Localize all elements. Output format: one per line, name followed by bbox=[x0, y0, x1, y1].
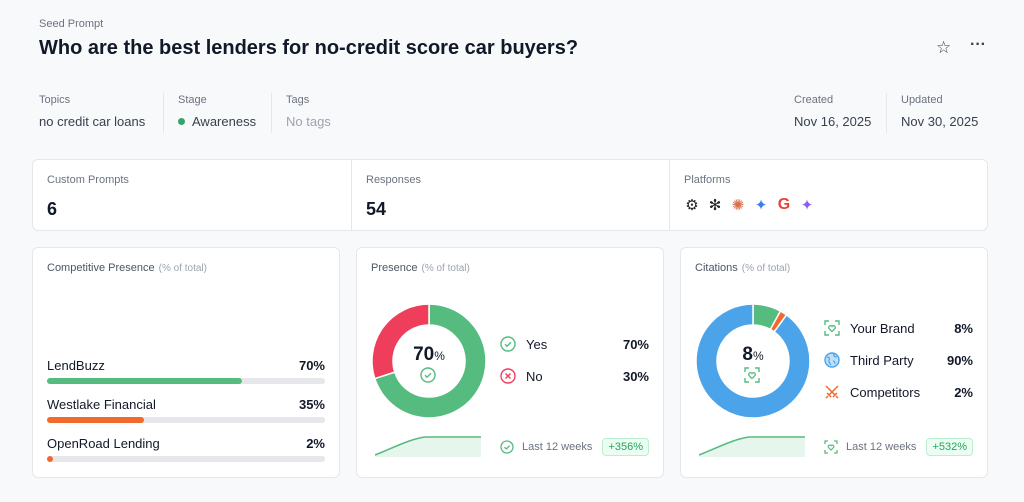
brand-heart-icon bbox=[744, 367, 760, 383]
updated-label: Updated bbox=[901, 94, 943, 106]
legend-your-brand-value: 8% bbox=[954, 321, 973, 336]
competitor-pct: 35% bbox=[298, 397, 325, 412]
period-label: Last 12 weeks bbox=[522, 441, 593, 453]
competitive-presence-card: Competitive Presence (% of total) LendBuz… bbox=[32, 247, 340, 478]
legend-third-party-value: 90% bbox=[946, 353, 973, 368]
divider bbox=[886, 93, 887, 133]
swords-icon bbox=[825, 385, 839, 399]
citations-card: Citations (% of total) 8% Your Brand 8% T… bbox=[680, 247, 988, 478]
card-subtitle: (% of total) bbox=[741, 263, 791, 274]
competitor-bar bbox=[47, 378, 325, 384]
check-circle-icon bbox=[500, 440, 514, 454]
presence-card: Presence (% of total) 70% Yes 70% No 30% … bbox=[356, 247, 664, 478]
donut-slice-no bbox=[371, 303, 430, 380]
card-subtitle: (% of total) bbox=[421, 263, 470, 274]
check-circle-icon bbox=[500, 336, 516, 352]
legend-yes: Yes bbox=[500, 335, 547, 353]
gemini-icon: ✦ bbox=[754, 197, 768, 214]
stage-dot bbox=[178, 118, 185, 125]
perplexity-icon: ✻ bbox=[708, 197, 722, 214]
sparkline-line bbox=[699, 436, 805, 456]
competitor-row: LendBuzz 70% bbox=[47, 358, 325, 384]
citations-donut bbox=[695, 303, 811, 419]
competitor-pct: 2% bbox=[306, 436, 325, 451]
legend-yes-value: 70% bbox=[622, 337, 649, 352]
globe-icon bbox=[824, 352, 840, 368]
page-title: Who are the best lenders for no-credit s… bbox=[39, 37, 579, 59]
updated-value: Nov 30, 2025 bbox=[901, 114, 979, 129]
google-icon: G bbox=[777, 196, 791, 213]
legend-third-party: Third Party bbox=[824, 351, 914, 369]
eyebrow: Seed Prompt bbox=[39, 18, 104, 30]
tags-value[interactable]: No tags bbox=[286, 114, 331, 129]
card-title: Citations bbox=[695, 262, 738, 274]
custom-prompts-value: 6 bbox=[47, 199, 58, 219]
created-value: Nov 16, 2025 bbox=[794, 114, 872, 129]
more-horizontal-icon[interactable]: ··· bbox=[970, 36, 986, 53]
platforms-label: Platforms bbox=[684, 174, 731, 186]
presence-sparkline bbox=[375, 436, 481, 457]
donut-slice-yes bbox=[373, 303, 487, 419]
legend-no-value: 30% bbox=[622, 369, 649, 384]
donut-slice-third-party bbox=[695, 303, 811, 419]
stage-value[interactable]: Awareness bbox=[192, 114, 257, 129]
tags-label: Tags bbox=[286, 94, 310, 106]
divider bbox=[271, 93, 272, 133]
change-badge: +356% bbox=[602, 438, 649, 456]
stats-card: Custom Prompts 6 Responses 54 Platforms … bbox=[32, 159, 988, 231]
card-subtitle: (% of total) bbox=[158, 263, 207, 274]
google-ai-icon: ✦ bbox=[800, 197, 814, 214]
divider bbox=[669, 160, 670, 230]
check-circle-icon bbox=[420, 367, 436, 383]
divider bbox=[351, 160, 352, 230]
custom-prompts-label: Custom Prompts bbox=[47, 174, 129, 186]
donut-center-value: 8 bbox=[742, 344, 753, 365]
competitor-name: LendBuzz bbox=[47, 358, 105, 373]
card-title: Competitive Presence bbox=[47, 262, 155, 274]
created-label: Created bbox=[794, 94, 834, 106]
competitor-bar-fill bbox=[47, 456, 53, 462]
competitor-bar bbox=[47, 456, 325, 462]
x-circle-icon bbox=[500, 368, 516, 384]
competitor-row: OpenRoad Lending 2% bbox=[47, 436, 325, 462]
competitor-bar-fill bbox=[47, 378, 242, 384]
responses-value: 54 bbox=[366, 199, 387, 219]
competitor-bar bbox=[47, 417, 325, 423]
citations-sparkline bbox=[699, 436, 805, 457]
competitor-name: Westlake Financial bbox=[47, 397, 156, 412]
star-icon[interactable]: ☆ bbox=[936, 38, 952, 57]
claude-icon: ✺ bbox=[731, 197, 745, 214]
brand-heart-icon bbox=[824, 440, 838, 454]
period-label: Last 12 weeks bbox=[846, 441, 917, 453]
topics-value[interactable]: no credit car loans bbox=[39, 114, 146, 129]
legend-no: No bbox=[500, 367, 543, 385]
responses-label: Responses bbox=[366, 174, 422, 186]
card-title: Presence bbox=[371, 262, 418, 274]
legend-your-brand: Your Brand bbox=[824, 319, 915, 337]
competitor-bar-fill bbox=[47, 417, 145, 423]
change-badge: +532% bbox=[926, 438, 973, 456]
legend-competitors-value: 2% bbox=[954, 385, 973, 400]
stage-label: Stage bbox=[178, 94, 207, 106]
competitor-pct: 70% bbox=[298, 358, 325, 373]
chatgpt-icon: ⚙ bbox=[685, 197, 699, 214]
sparkline-area bbox=[699, 437, 805, 457]
brand-heart-icon bbox=[824, 320, 840, 336]
sparkline-line bbox=[375, 436, 481, 456]
topics-label: Topics bbox=[39, 94, 71, 106]
legend-competitors: Competitors bbox=[824, 383, 920, 401]
sparkline-area bbox=[375, 437, 481, 457]
competitor-name: OpenRoad Lending bbox=[47, 436, 160, 451]
presence-donut bbox=[371, 303, 487, 419]
donut-center-value: 70 bbox=[413, 344, 435, 365]
divider bbox=[163, 93, 164, 133]
competitor-row: Westlake Financial 35% bbox=[47, 397, 325, 423]
